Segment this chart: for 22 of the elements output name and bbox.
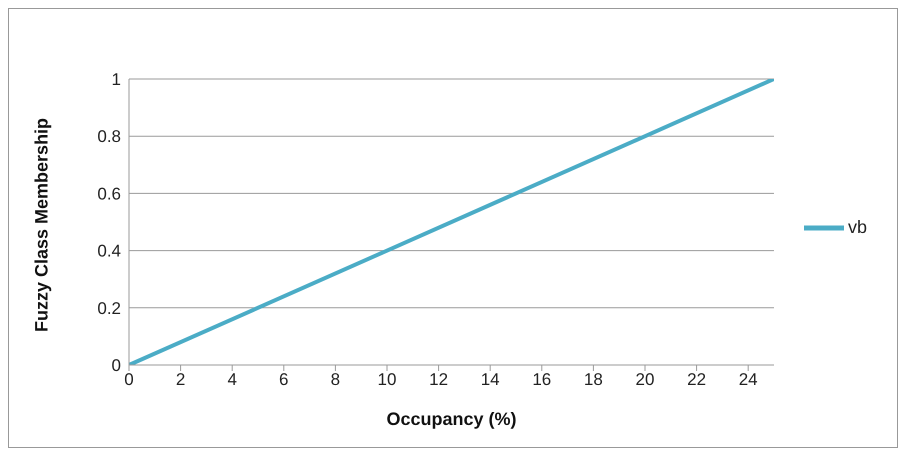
y-tick-label: 0 xyxy=(112,356,121,376)
x-axis-title: Occupancy (%) xyxy=(386,409,517,429)
x-tick-label: 16 xyxy=(532,370,552,390)
y-tick-label: 1 xyxy=(112,70,121,90)
y-tick-label: 0.2 xyxy=(97,298,121,318)
x-tick-label: 10 xyxy=(378,370,396,390)
x-tick-label: 2 xyxy=(176,370,186,390)
x-tick-label: 18 xyxy=(584,370,603,390)
y-tick-label: 0.8 xyxy=(97,127,121,146)
x-tick-label: 14 xyxy=(480,370,500,390)
y-tick-label: 0.4 xyxy=(97,242,121,261)
legend-label: vb xyxy=(848,216,867,237)
x-tick-label: 24 xyxy=(738,370,758,390)
x-tick-label: 22 xyxy=(687,370,706,390)
x-tick-label: 4 xyxy=(227,370,237,390)
x-tick-label: 0 xyxy=(124,370,134,390)
x-tick-label: 20 xyxy=(636,370,654,390)
x-tick-label: 12 xyxy=(429,370,448,390)
y-axis-title: Fuzzy Class Membership xyxy=(31,118,52,332)
y-tick-label: 0.6 xyxy=(97,184,121,204)
x-tick-label: 8 xyxy=(330,370,340,390)
x-tick-label: 6 xyxy=(279,370,289,390)
